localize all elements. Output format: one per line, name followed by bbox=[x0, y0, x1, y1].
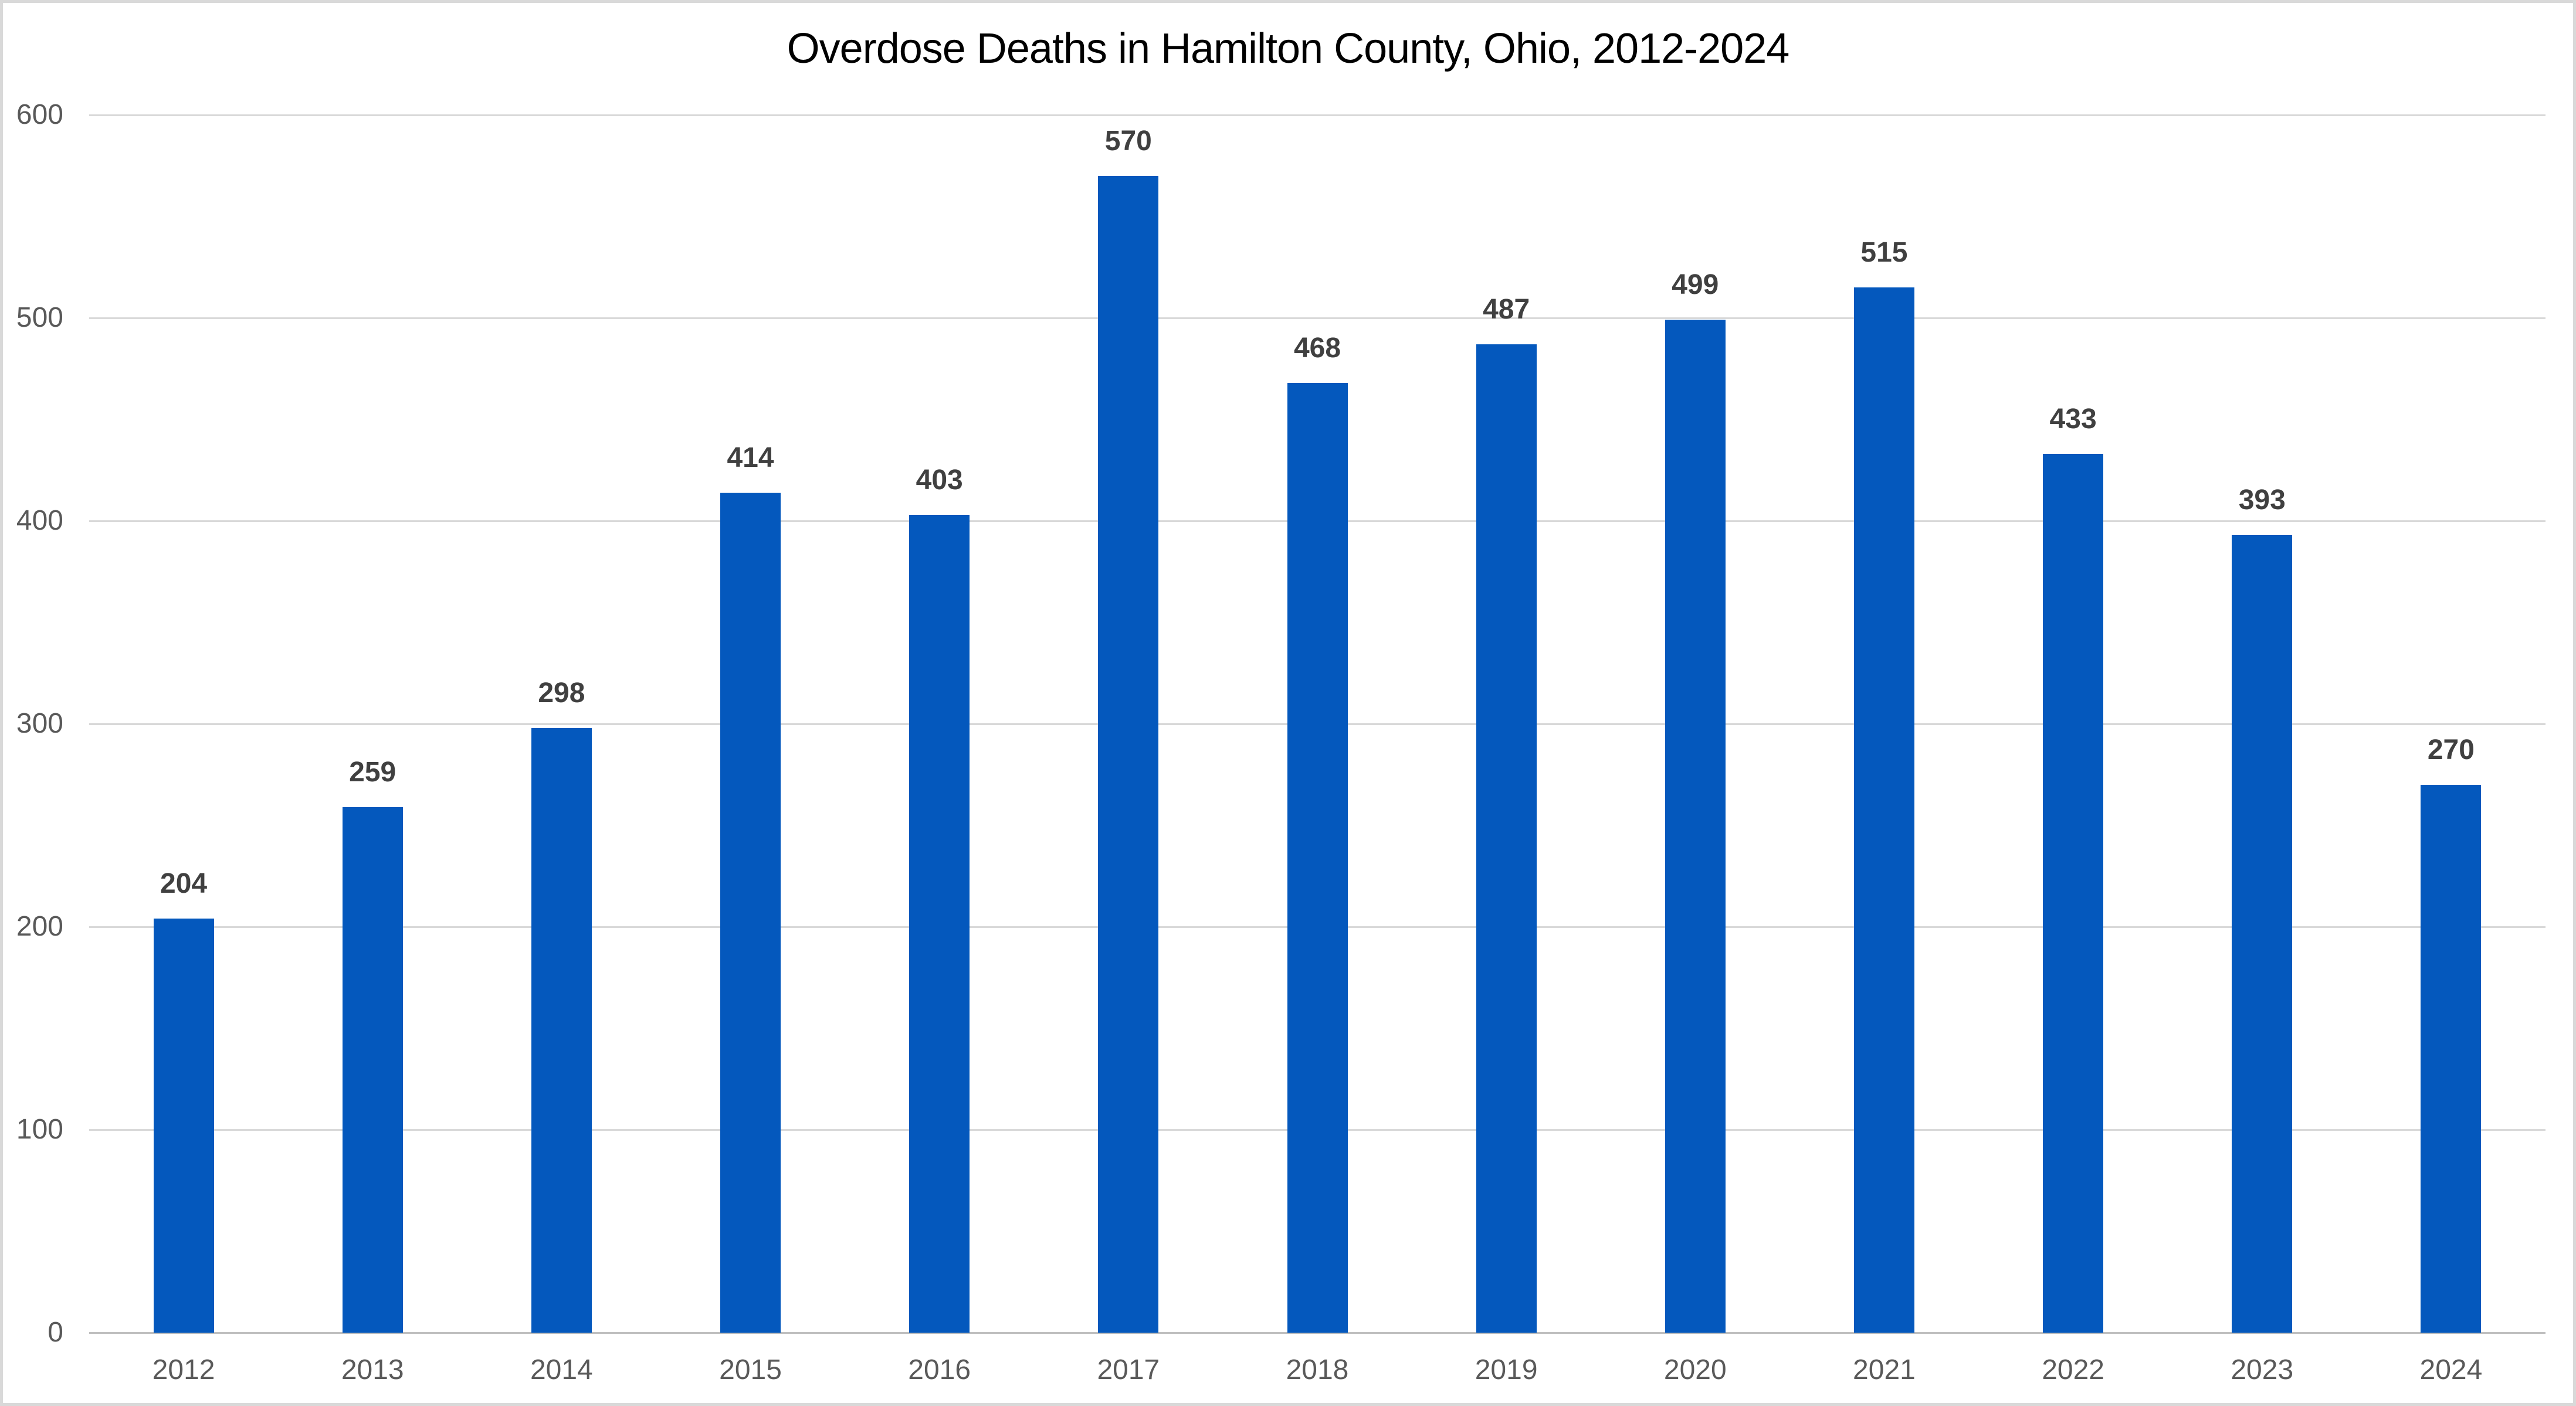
gridline bbox=[89, 317, 2546, 319]
gridline bbox=[89, 114, 2546, 116]
y-tick-label: 200 bbox=[16, 911, 63, 942]
x-tick-label: 2015 bbox=[719, 1354, 782, 1385]
x-tick-label: 2024 bbox=[2419, 1354, 2483, 1385]
bar-value-label: 393 bbox=[2238, 485, 2286, 516]
y-tick-label: 500 bbox=[16, 302, 63, 333]
y-tick-label: 300 bbox=[16, 708, 63, 739]
bar-value-label: 270 bbox=[2427, 734, 2475, 765]
bar-value-label: 298 bbox=[538, 677, 585, 709]
bar-value-label: 259 bbox=[349, 756, 396, 788]
x-tick-label: 2017 bbox=[1097, 1354, 1160, 1385]
x-tick-label: 2018 bbox=[1286, 1354, 1349, 1385]
chart-title: Overdose Deaths in Hamilton County, Ohio… bbox=[787, 25, 1790, 72]
bar-2020[interactable] bbox=[1665, 320, 1726, 1333]
y-tick-label: 400 bbox=[16, 505, 63, 536]
bar-2023[interactable] bbox=[2232, 535, 2293, 1333]
bar-value-label: 468 bbox=[1293, 332, 1341, 364]
bar-value-label: 515 bbox=[1860, 237, 1908, 269]
bar-value-label: 204 bbox=[160, 868, 208, 900]
bar-2012[interactable] bbox=[153, 919, 214, 1333]
y-tick-label: 600 bbox=[16, 99, 63, 130]
x-tick-label: 2016 bbox=[908, 1354, 971, 1385]
x-axis-line bbox=[89, 1332, 2546, 1334]
bar-value-label: 414 bbox=[727, 442, 774, 473]
bar-value-label: 487 bbox=[1483, 293, 1530, 325]
bar-2016[interactable] bbox=[909, 514, 970, 1333]
y-tick-label: 0 bbox=[48, 1317, 63, 1348]
bar-value-label: 433 bbox=[2049, 403, 2097, 435]
bar-2022[interactable] bbox=[2043, 453, 2104, 1333]
bar-2024[interactable] bbox=[2421, 784, 2482, 1333]
bar-2018[interactable] bbox=[1287, 382, 1348, 1333]
bar-value-label: 499 bbox=[1672, 269, 1719, 301]
bar-2013[interactable] bbox=[342, 807, 403, 1333]
bar-value-label: 570 bbox=[1104, 125, 1152, 157]
bar-2015[interactable] bbox=[720, 492, 781, 1333]
bar-value-label: 403 bbox=[916, 464, 963, 496]
bar-2021[interactable] bbox=[1853, 287, 1914, 1333]
x-tick-label: 2020 bbox=[1663, 1354, 1727, 1385]
x-tick-label: 2014 bbox=[530, 1354, 593, 1385]
x-tick-label: 2021 bbox=[1853, 1354, 1916, 1385]
x-tick-label: 2022 bbox=[2042, 1354, 2104, 1385]
x-tick-label: 2012 bbox=[152, 1354, 215, 1385]
x-tick-label: 2013 bbox=[341, 1354, 404, 1385]
bar-2017[interactable] bbox=[1098, 175, 1159, 1333]
y-tick-label: 100 bbox=[16, 1114, 63, 1145]
x-tick-label: 2023 bbox=[2231, 1354, 2294, 1385]
bar-2019[interactable] bbox=[1476, 344, 1537, 1333]
x-tick-label: 2019 bbox=[1475, 1354, 1538, 1385]
bar-2014[interactable] bbox=[531, 727, 592, 1333]
